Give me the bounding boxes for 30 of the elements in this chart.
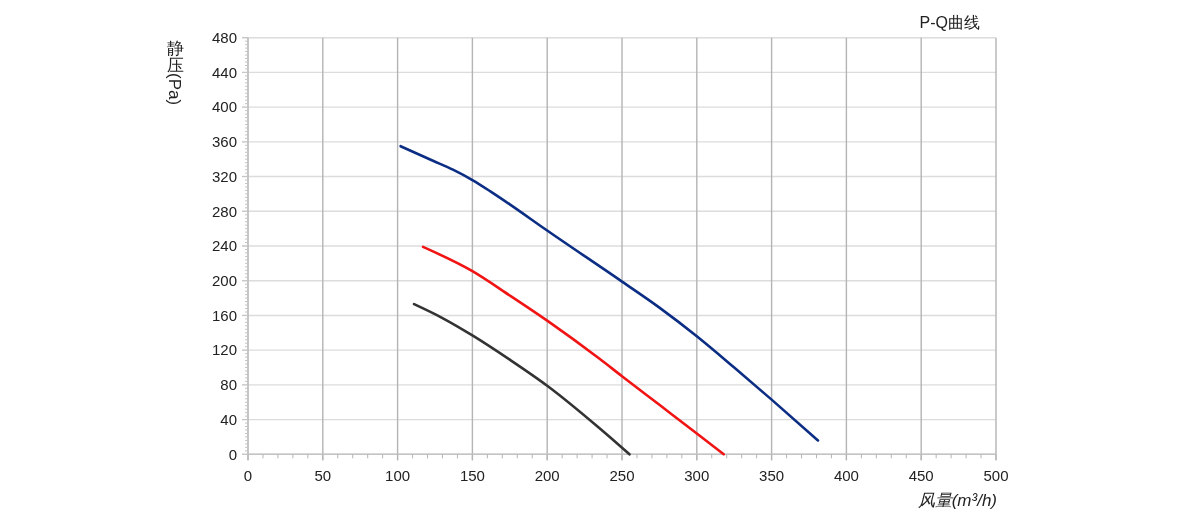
x-tick-label: 50 <box>314 466 332 484</box>
y-tick-label: 320 <box>211 167 237 185</box>
y-tick-label: 80 <box>220 376 237 394</box>
chart-title: P-Q曲线 <box>919 14 980 31</box>
y-tick-label: 360 <box>211 133 237 151</box>
y-tick-label: 440 <box>211 63 237 81</box>
x-tick-label: 250 <box>609 466 635 484</box>
x-tick-label: 100 <box>385 466 411 484</box>
y-tick-label: 480 <box>211 29 237 46</box>
y-tick-label: 200 <box>211 272 237 290</box>
x-tick-label: 0 <box>243 466 253 484</box>
y-tick-label: 0 <box>228 445 237 463</box>
x-tick-label: 350 <box>759 466 785 484</box>
y-tick-label: 120 <box>211 341 237 359</box>
y-tick-label: 240 <box>211 237 237 255</box>
x-tick-label: 150 <box>459 466 485 484</box>
y-axis-title: 静压(Pa) <box>164 38 184 106</box>
x-axis-title: 风量(m³/h) <box>917 491 997 510</box>
line-series <box>399 144 820 442</box>
line-series <box>412 302 631 456</box>
x-tick-label: 400 <box>833 466 859 484</box>
y-tick-label: 400 <box>211 98 237 116</box>
y-tick-label: 280 <box>211 202 237 220</box>
x-tick-label: 450 <box>908 466 934 484</box>
x-tick-label: 300 <box>684 466 710 484</box>
x-tick-label: 200 <box>534 466 560 484</box>
line-series <box>421 245 726 456</box>
x-tick-label: 500 <box>983 466 1009 484</box>
y-tick-label: 40 <box>220 410 237 428</box>
y-tick-label: 160 <box>211 306 237 324</box>
